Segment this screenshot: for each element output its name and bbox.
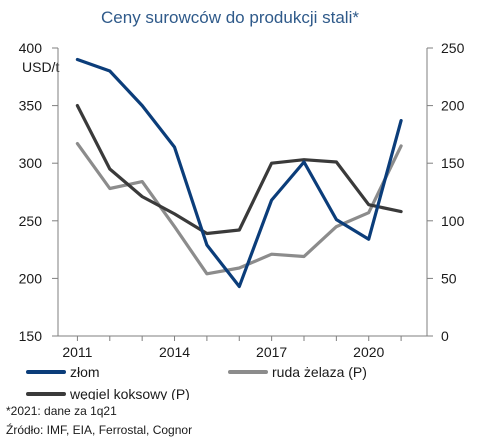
y-right-tick-label: 100 [441,213,465,229]
series-line-zlom [75,57,403,289]
footnote: *2021: dane za 1q21 [6,404,117,418]
series-lines [75,57,403,289]
legend: złom ruda żelaza (P) węgiel koksowy (P) [26,364,367,400]
chart-title: Ceny surowców do produkcji stali* [101,8,359,27]
series-line-wegiel-koksowy [75,103,403,236]
y-left-tick-label: 350 [19,98,43,114]
y-right-tick-label: 200 [441,98,465,114]
series-line-ruda-zelaza [75,142,403,276]
y-axis-unit-label: USD/t [22,59,59,75]
chart-svg: Ceny surowców do produkcji stali* USD/t … [19,8,465,400]
legend-label-wegiel-koksowy: węgiel koksowy (P) [69,386,190,400]
y-right-tick-label: 250 [441,40,465,56]
x-tick-label: 2020 [353,344,384,360]
x-tick-label: 2017 [256,344,287,360]
legend-label-zlom: złom [70,364,100,380]
y-left-tick-label: 250 [19,213,43,229]
x-tick-label: 2011 [62,344,92,360]
legend-label-ruda-zelaza: ruda żelaza (P) [272,364,367,380]
source-note: Źródło: IMF, EIA, Ferrostal, Cognor [6,423,193,437]
x-tick-label: 2014 [159,344,190,360]
y-right-tick-label: 50 [441,270,457,286]
y-right-tick-label: 0 [441,328,449,344]
y-right-tick-label: 150 [441,155,465,171]
y-left-tick-label: 150 [19,328,43,344]
axes: 150 200 250 300 350 400 0 50 100 150 200 250 2011 201… [19,40,465,360]
y-left-tick-label: 200 [19,270,43,286]
y-left-tick-label: 300 [19,155,43,171]
y-left-tick-label: 400 [19,40,43,56]
